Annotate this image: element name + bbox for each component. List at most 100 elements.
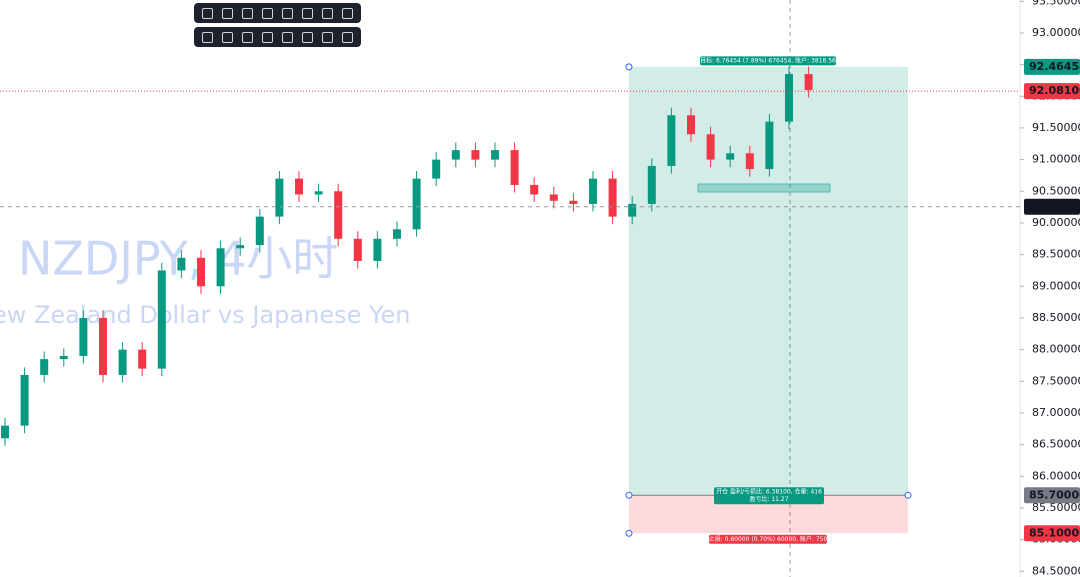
candle-body [99, 317, 107, 375]
target-label: 目标: 6.76454 (7.89%) 676454, 账户: 3818.56 [700, 56, 836, 64]
price-label: 85.10000 [1029, 526, 1080, 539]
candle-body [216, 248, 225, 287]
zone-box [697, 183, 831, 193]
candle-body [118, 349, 127, 375]
tool-icon[interactable] [342, 31, 353, 43]
y-tick-label: 87.00000 [1032, 406, 1080, 419]
candle-body [197, 257, 205, 287]
candle-body [687, 115, 695, 135]
y-tick-label: 92.50000 [1032, 58, 1080, 71]
target-label-bg [700, 56, 836, 66]
tool-icon[interactable] [222, 31, 233, 43]
price-label-bg [1024, 198, 1080, 215]
handle [625, 529, 633, 537]
price-label: 85.70000 [1029, 488, 1080, 501]
tool-icon[interactable] [242, 7, 253, 19]
candle-body [765, 121, 774, 170]
candle-body [726, 153, 735, 160]
handle [625, 63, 633, 71]
entry-label-bg [714, 487, 824, 505]
tool-icon[interactable] [202, 31, 213, 43]
y-tick-label: 88.00000 [1032, 343, 1080, 356]
y-tick-label: 90.00000 [1032, 216, 1080, 229]
price-label-bg [1024, 83, 1080, 100]
tool-icon[interactable] [302, 31, 313, 43]
price-label-bg [1024, 487, 1080, 504]
tool-icon[interactable] [282, 7, 293, 19]
y-tick-label: 89.00000 [1032, 279, 1080, 292]
y-tick-label: 89.50000 [1032, 248, 1080, 261]
y-tick-label: 84.50000 [1032, 564, 1080, 577]
y-tick-label: 86.00000 [1032, 469, 1080, 482]
candle-body [138, 349, 147, 369]
tool-icon[interactable] [262, 31, 273, 43]
candle-body [79, 317, 88, 356]
candle-body [20, 374, 29, 426]
drawing-toolbar[interactable] [194, 3, 361, 23]
tool-icon[interactable] [242, 31, 253, 43]
tool-icon[interactable] [222, 7, 233, 19]
profit-zone [629, 66, 908, 496]
price-label-bg [1024, 525, 1080, 542]
y-tick-label: 92.00000 [1032, 89, 1080, 102]
candle-body [510, 150, 519, 185]
candle-body [785, 74, 793, 122]
candle-body [334, 191, 343, 239]
candle-body [471, 150, 480, 160]
drawing-toolbar[interactable] [194, 27, 361, 47]
entry-label: 开仓 盈利/亏损比: 6.38100, 仓量: 416 [716, 487, 822, 495]
y-tick-label: 90.50000 [1032, 184, 1080, 197]
candle-body [236, 245, 245, 249]
watermark-title: NZDJPY, 4小时 [18, 232, 338, 286]
candle-body [804, 74, 813, 90]
candle-body [177, 257, 186, 271]
price-label-bg [1024, 58, 1080, 75]
y-tick-label: 85.50000 [1032, 501, 1080, 514]
candle-body [295, 178, 303, 195]
tool-icon[interactable] [322, 7, 333, 19]
stop-label-bg [709, 534, 827, 544]
candle-body [373, 238, 382, 261]
candle-body [275, 178, 284, 217]
candle-body [608, 178, 617, 217]
candle-body [589, 178, 597, 204]
tool-icon[interactable] [302, 7, 313, 19]
y-tick-label: 93.50000 [1032, 0, 1080, 7]
tool-icon[interactable] [282, 31, 293, 43]
candle-body [255, 216, 264, 246]
candle-body [667, 115, 676, 166]
tool-icon[interactable] [342, 7, 353, 19]
candle-body [59, 355, 68, 360]
loss-zone [629, 495, 908, 534]
candle-body [530, 184, 539, 195]
candle-body [451, 150, 460, 160]
y-tick-label: 91.00000 [1032, 153, 1080, 166]
candle-body [647, 165, 656, 204]
price-label: 92.08100 [1029, 84, 1080, 97]
y-tick-label: 87.50000 [1032, 374, 1080, 387]
candle-body [491, 150, 499, 160]
candle-body [393, 229, 401, 239]
tool-icon[interactable] [262, 7, 273, 19]
entry-label: 盈亏比: 11.27 [749, 495, 788, 503]
candle-body [412, 178, 421, 230]
tool-icon[interactable] [202, 7, 213, 19]
handle [625, 491, 633, 499]
candle-body [432, 159, 441, 179]
candle-body [628, 203, 637, 217]
tool-icon[interactable] [322, 31, 333, 43]
price-label: 92.46454 [1029, 60, 1080, 73]
candle-body [569, 200, 578, 204]
candle-body [157, 270, 166, 369]
candle-body [549, 194, 558, 201]
stop-label: 止损: 0.60000 (0.70%) 60000, 账户: 750 [709, 535, 828, 543]
candle-body [40, 359, 49, 375]
candle-body [1, 425, 9, 439]
y-tick-label: 85.00000 [1032, 533, 1080, 546]
y-tick-label: 93.00000 [1032, 26, 1080, 39]
candle-body [706, 134, 715, 160]
handle [904, 491, 912, 499]
